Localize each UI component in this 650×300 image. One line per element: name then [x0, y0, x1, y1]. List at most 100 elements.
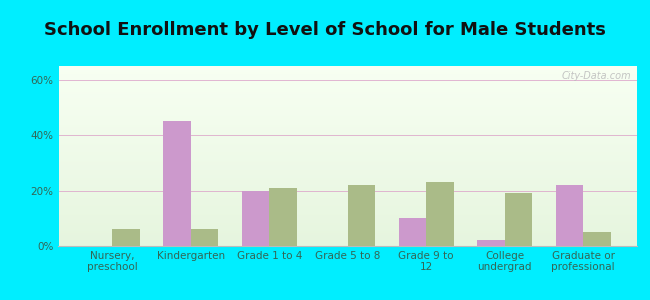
Bar — [58, 177, 637, 178]
Bar — [58, 138, 637, 139]
Bar — [58, 85, 637, 86]
Bar — [58, 142, 637, 143]
Bar — [58, 240, 637, 241]
Bar — [58, 111, 637, 112]
Bar — [58, 110, 637, 111]
Bar — [426, 182, 454, 246]
Bar — [58, 203, 637, 204]
Bar — [58, 218, 637, 219]
Bar — [58, 77, 637, 78]
Bar — [58, 102, 637, 103]
Bar — [58, 202, 637, 203]
Bar — [58, 227, 637, 228]
Bar — [58, 245, 637, 246]
Bar — [58, 128, 637, 129]
Bar — [583, 232, 611, 246]
Bar — [58, 121, 637, 122]
Bar — [58, 79, 637, 80]
Bar — [58, 198, 637, 199]
Bar — [58, 73, 637, 74]
Bar — [58, 150, 637, 151]
Bar — [58, 151, 637, 152]
Bar — [58, 68, 637, 69]
Bar — [58, 146, 637, 147]
Bar — [58, 103, 637, 104]
Bar — [58, 236, 637, 237]
Bar — [58, 216, 637, 217]
Bar — [58, 129, 637, 130]
Bar — [58, 134, 637, 135]
Bar — [58, 217, 637, 218]
Bar — [269, 188, 297, 246]
Bar — [505, 194, 532, 246]
Bar — [58, 127, 637, 128]
Bar — [58, 164, 637, 165]
Bar — [58, 222, 637, 223]
Bar — [58, 116, 637, 117]
Bar — [58, 168, 637, 169]
Bar — [58, 120, 637, 121]
Bar — [58, 208, 637, 209]
Bar — [58, 234, 637, 235]
Bar — [58, 154, 637, 155]
Bar — [58, 191, 637, 192]
Bar — [348, 185, 375, 246]
Bar — [58, 201, 637, 202]
Bar — [58, 209, 637, 210]
Bar — [58, 80, 637, 81]
Bar — [58, 228, 637, 229]
Bar — [58, 179, 637, 180]
Bar — [58, 67, 637, 68]
Bar — [58, 196, 637, 197]
Bar — [58, 149, 637, 150]
Bar — [58, 81, 637, 82]
Bar — [58, 200, 637, 201]
Bar — [58, 157, 637, 158]
Bar — [58, 123, 637, 124]
Bar — [58, 148, 637, 149]
Bar — [58, 101, 637, 102]
Bar — [58, 152, 637, 153]
Bar — [58, 104, 637, 105]
Bar — [58, 226, 637, 227]
Bar — [58, 100, 637, 101]
Bar — [58, 189, 637, 190]
Bar — [58, 225, 637, 226]
Bar — [398, 218, 426, 246]
Bar — [58, 93, 637, 94]
Text: City-Data.com: City-Data.com — [562, 71, 631, 81]
Bar — [58, 229, 637, 230]
Bar — [58, 190, 637, 191]
Bar — [58, 188, 637, 189]
Bar — [58, 241, 637, 242]
Bar — [58, 70, 637, 71]
Bar — [58, 163, 637, 164]
Bar — [58, 84, 637, 85]
Bar — [58, 118, 637, 119]
Bar — [58, 72, 637, 73]
Bar — [58, 207, 637, 208]
Bar — [58, 165, 637, 166]
Bar — [58, 86, 637, 87]
Bar — [58, 143, 637, 144]
Bar — [58, 113, 637, 114]
Bar — [58, 161, 637, 162]
Bar — [58, 137, 637, 138]
Bar — [58, 237, 637, 238]
Bar — [58, 230, 637, 231]
Bar — [58, 219, 637, 220]
Bar — [58, 169, 637, 170]
Bar — [58, 97, 637, 98]
Bar — [112, 230, 140, 246]
Bar — [58, 174, 637, 175]
Bar — [58, 153, 637, 154]
Bar — [58, 139, 637, 140]
Bar — [58, 96, 637, 97]
Bar — [58, 89, 637, 90]
Bar — [58, 82, 637, 83]
Bar — [58, 147, 637, 148]
Bar — [58, 213, 637, 214]
Bar — [58, 132, 637, 133]
Bar — [58, 114, 637, 115]
Bar — [58, 206, 637, 207]
